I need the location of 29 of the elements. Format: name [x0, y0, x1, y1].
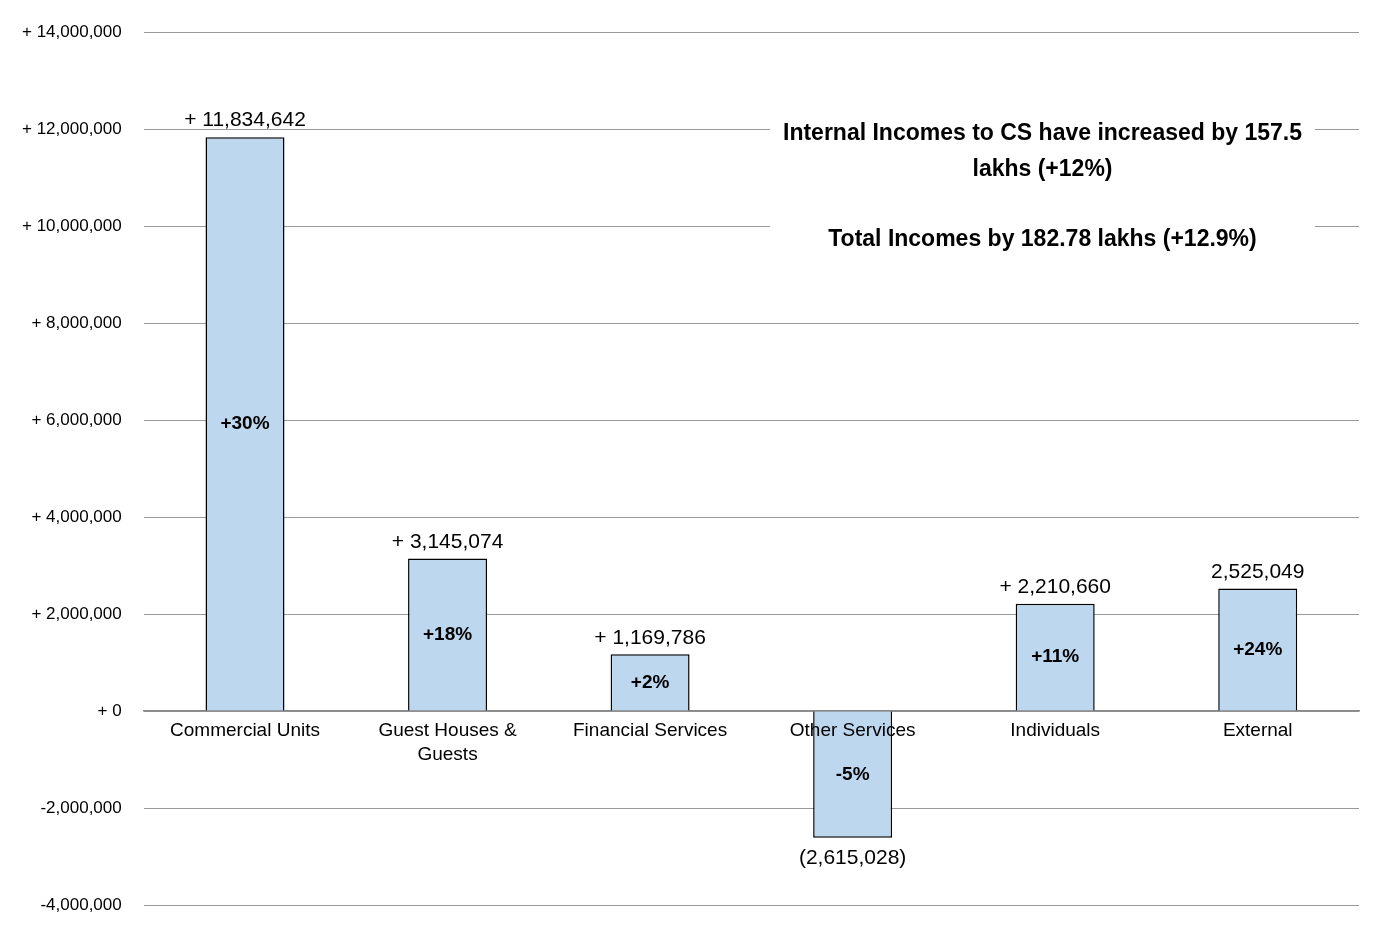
y-tick-label: + 4,000,000: [31, 506, 122, 526]
y-tick-label: + 8,000,000: [31, 312, 122, 332]
y-tick-label: + 10,000,000: [22, 215, 122, 235]
y-tick-label: -2,000,000: [40, 797, 122, 817]
data-label: + 3,145,074: [391, 528, 504, 552]
annotation: Total Incomes by 182.78 lakhs (+12.9%): [827, 224, 1258, 253]
x-tick-label: Commercial Units: [170, 718, 320, 740]
data-label: 2,525,049: [1211, 558, 1305, 582]
y-tick-label: + 0: [97, 700, 122, 720]
annotation: Internal Incomes to CS have increased by 157.5 lakhs (+12%): [782, 118, 1303, 183]
y-tick-label: -4,000,000: [40, 894, 122, 914]
data-label: + 2,210,660: [999, 574, 1111, 598]
x-tick-label: External: [1222, 718, 1293, 740]
y-tick-label: + 12,000,000: [22, 118, 122, 138]
annotation: +18%: [422, 622, 473, 644]
x-tick-label: Guest Houses & Guests: [378, 718, 518, 764]
data-label: + 11,834,642: [184, 107, 306, 131]
annotation: +30%: [220, 412, 270, 434]
data-label: + 1,169,786: [594, 624, 706, 648]
x-tick-label: Financial Services: [573, 718, 728, 740]
annotation: +11%: [1031, 645, 1080, 667]
y-tick-label: + 6,000,000: [31, 409, 122, 429]
annotation: +2%: [630, 670, 670, 692]
annotation: -5%: [835, 762, 870, 784]
y-tick-label: + 14,000,000: [22, 21, 122, 41]
annotation: +24%: [1233, 637, 1283, 659]
x-tick-label: Individuals: [1010, 718, 1101, 740]
y-tick-label: + 2,000,000: [31, 603, 122, 623]
data-label: (2,615,028): [798, 845, 907, 869]
